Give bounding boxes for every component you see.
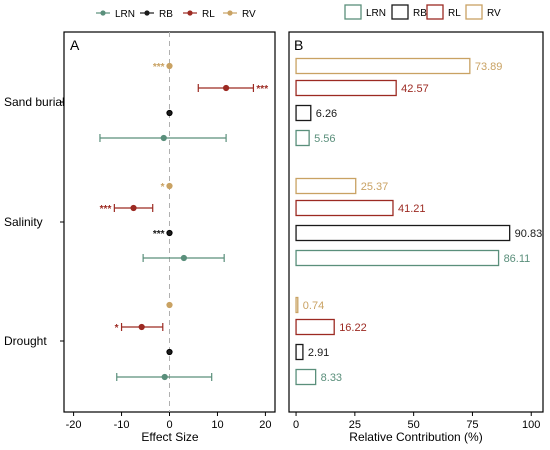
- lrn-salinity-point: [180, 254, 187, 262]
- lrn-drought-value-label: 8.33: [321, 372, 342, 384]
- panel-a-marks: **************: [99, 62, 268, 381]
- legend-b-label-rb: RB: [413, 8, 427, 19]
- legend-b-box-rb: [391, 4, 409, 20]
- rb-salinity-value-label: 90.83: [515, 228, 543, 240]
- rv-drought-value-label: 0.74: [303, 300, 324, 312]
- panel-b-relative-contribution: B 0 25 50 75 100 5.56 86.11 8.33 6.26 90.83 2.91 4…: [288, 31, 544, 444]
- panel-b-label: B: [294, 37, 303, 53]
- legend-b-label-rl: RL: [448, 8, 461, 19]
- category-label-drought: Drought: [4, 334, 47, 348]
- rl-drought-value-label: 16.22: [339, 322, 367, 334]
- rb-drought-value-label: 2.91: [308, 347, 329, 359]
- rl-salinity-bar: [295, 199, 394, 217]
- legend-a-label-rb: RB: [159, 9, 173, 20]
- panel-a-x-tick-label: 0: [166, 419, 172, 431]
- panel-b-bars: 5.56 86.11 8.33 6.26 90.83 2.91 42.57 41.21 16.2…: [295, 57, 543, 386]
- lrn-salinity-bar: [295, 249, 500, 267]
- rv-sand-burial-significance: ***: [153, 62, 165, 73]
- lrn-sand-burial-bar: [295, 129, 310, 147]
- rb-sand-burial-value-label: 6.26: [316, 108, 337, 120]
- legend-b-box-rv: [465, 4, 483, 20]
- panel-b-x-ticks: 0 25 50 75 100: [293, 412, 540, 431]
- panel-a-effect-size: A -20 -10 0 10 20 Sand burial Salinity Drought…: [4, 31, 276, 444]
- rb-sand-burial-bar: [295, 104, 312, 122]
- rv-sand-burial-bar: [295, 57, 471, 75]
- rl-sand-burial-bar: [295, 79, 397, 97]
- panel-b-x-tick-label: 25: [349, 419, 361, 431]
- legend-b-box-lrn: [344, 4, 362, 20]
- rv-salinity-bar: [295, 177, 357, 195]
- rl-sand-burial-point: [222, 84, 230, 92]
- lrn-drought-bar: [295, 368, 317, 386]
- rl-salinity-significance: ***: [100, 204, 112, 215]
- panel-b-frame: [288, 31, 544, 413]
- legend-a-marker-rv: [227, 10, 233, 16]
- rl-drought-point: [138, 323, 145, 331]
- legend-b-box-rl: [426, 4, 444, 20]
- legend-b-label-rv: RV: [487, 8, 501, 19]
- rl-drought-significance: *: [115, 323, 119, 334]
- rv-sand-burial-point: [166, 62, 173, 70]
- lrn-sand-burial-value-label: 5.56: [314, 133, 335, 145]
- rv-salinity-significance: *: [161, 182, 165, 193]
- panel-a-x-ticks: -20 -10 0 10 20: [66, 412, 272, 431]
- category-label-sand-burial: Sand burial: [4, 95, 65, 109]
- legend-panel-a: LRN RB RL RV: [96, 9, 256, 20]
- rl-sand-burial-significance: ***: [256, 84, 268, 95]
- rl-salinity-value-label: 41.21: [398, 203, 426, 215]
- lrn-drought-point: [161, 373, 168, 381]
- panel-a-x-tick-label: -10: [114, 419, 130, 431]
- rb-salinity-significance: ***: [153, 229, 165, 240]
- rb-drought-point: [166, 348, 173, 356]
- panel-a-x-tick-label: -20: [66, 419, 82, 431]
- lrn-sand-burial-point: [160, 134, 167, 142]
- panel-b-x-tick-label: 75: [466, 419, 478, 431]
- legend-a-marker-rb: [144, 10, 150, 16]
- legend-a-label-rl: RL: [202, 9, 215, 20]
- category-label-salinity: Salinity: [4, 215, 43, 229]
- rv-sand-burial-value-label: 73.89: [475, 61, 503, 73]
- legend-panel-b: LRN RB RL RV: [344, 4, 501, 20]
- legend-a-label-lrn: LRN: [115, 9, 135, 20]
- panel-a-x-axis-title: Effect Size: [141, 430, 198, 444]
- rb-salinity-point: [166, 229, 173, 237]
- rv-drought-bar: [295, 296, 299, 314]
- rb-drought-bar: [295, 343, 304, 361]
- panel-b-x-tick-label: 100: [522, 419, 540, 431]
- legend-a-marker-lrn: [100, 10, 106, 16]
- rv-drought-point: [166, 301, 173, 309]
- rv-salinity-point: [166, 182, 173, 190]
- panel-b-x-tick-label: 0: [293, 419, 299, 431]
- rb-sand-burial-point: [166, 109, 173, 117]
- panel-b-x-tick-label: 50: [408, 419, 420, 431]
- panel-b-x-axis-title: Relative Contribution (%): [349, 430, 482, 444]
- panel-a-category-labels: Sand burial Salinity Drought: [4, 95, 65, 348]
- panel-a-x-tick-label: 10: [211, 419, 223, 431]
- rl-salinity-point: [130, 204, 137, 212]
- panel-a-x-tick-label: 20: [259, 419, 271, 431]
- legend-b-label-lrn: LRN: [366, 8, 386, 19]
- panel-a-label: A: [70, 37, 80, 53]
- lrn-salinity-value-label: 86.11: [504, 253, 531, 265]
- rl-sand-burial-value-label: 42.57: [401, 83, 429, 95]
- legend-a-label-rv: RV: [242, 9, 256, 20]
- rv-salinity-value-label: 25.37: [361, 181, 389, 193]
- legend-a-marker-rl: [187, 10, 193, 16]
- rb-salinity-bar: [295, 224, 511, 242]
- rl-drought-bar: [295, 318, 335, 336]
